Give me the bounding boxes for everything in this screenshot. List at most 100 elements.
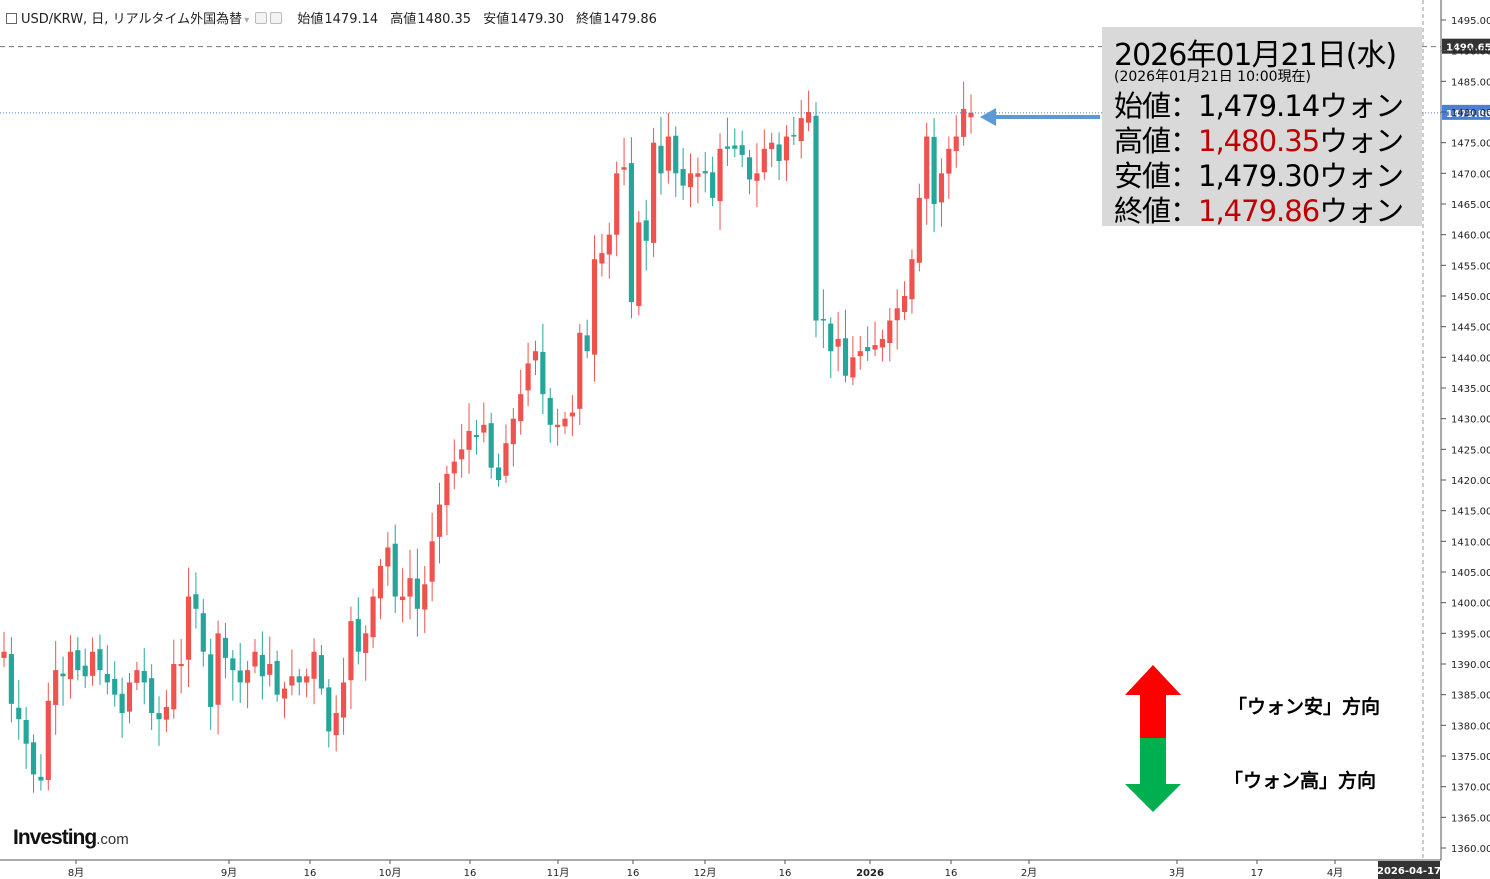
candle-body	[931, 136, 937, 204]
x-tick-label: 8月	[68, 867, 84, 879]
candle	[296, 668, 302, 696]
candle	[842, 309, 849, 383]
candle	[400, 568, 406, 623]
candle	[828, 317, 834, 378]
y-tick-label: 1375.00	[1451, 752, 1490, 763]
open-value: 1479.14	[324, 12, 379, 27]
candle-body	[894, 308, 900, 321]
investing-logo[interactable]: Investing.com	[13, 826, 129, 849]
candle	[363, 625, 369, 681]
candle-body	[222, 637, 229, 658]
info-close-row: 終値：1,479.86ウォン	[1114, 188, 1404, 230]
y-tick-label: 1385.00	[1451, 691, 1490, 702]
candle-body	[658, 145, 664, 174]
y-tick-label: 1485.00	[1451, 77, 1490, 88]
candle	[968, 94, 974, 134]
y-tick-label: 1410.00	[1451, 537, 1490, 548]
x-tick-label: 12月	[694, 867, 717, 879]
candle	[584, 319, 590, 359]
candle-body	[621, 167, 627, 170]
won-weak-label: 「ウォン安」方向	[1228, 696, 1381, 718]
candle	[673, 126, 679, 197]
candle	[215, 620, 221, 735]
candle-body	[82, 665, 88, 677]
candle-body	[370, 596, 376, 638]
candle	[813, 102, 819, 338]
candle-body	[916, 197, 922, 263]
candle	[909, 249, 915, 314]
candle-body	[857, 351, 863, 357]
candle-body	[185, 596, 192, 660]
candle-body	[104, 674, 110, 683]
candle	[230, 650, 236, 701]
candle-body	[909, 259, 915, 300]
x-tick-label: 17	[1251, 868, 1264, 879]
candle	[53, 640, 59, 735]
candle-body	[754, 173, 760, 181]
candle	[340, 657, 347, 735]
x-tick-label: 16	[627, 868, 640, 879]
y-tick-label: 1420.00	[1451, 476, 1490, 487]
candle-body	[961, 108, 967, 137]
candle-body	[8, 654, 14, 704]
info-unit: ウォン	[1319, 159, 1404, 193]
candle	[451, 439, 457, 490]
candle	[466, 403, 472, 474]
candle	[481, 402, 487, 443]
candle-body	[200, 613, 206, 652]
candle-body	[444, 473, 450, 506]
candle-body	[274, 660, 280, 695]
time-axis: 8月 9月 16 10月 16 11月 16 12月 16 2026 16 2月 3月 17 4月 2026-…	[0, 859, 1441, 879]
candle	[326, 679, 332, 748]
info-open-row: 始値：1,479.14ウォン	[1114, 83, 1404, 125]
candle	[717, 133, 723, 230]
info-unit: ウォン	[1319, 124, 1404, 158]
candle	[163, 690, 169, 733]
candle	[495, 453, 502, 487]
info-low-label: 安値：	[1114, 159, 1199, 193]
candle	[67, 635, 74, 699]
x-tick-label: 11月	[547, 867, 570, 879]
candle	[916, 183, 922, 272]
candle-body	[171, 664, 177, 710]
y-tick-label: 1425.00	[1451, 445, 1490, 456]
candle	[776, 132, 782, 181]
candle-body	[141, 670, 147, 683]
candle	[355, 597, 361, 665]
symbol-label[interactable]: USD/KRW, 日, リアルタイム外国為替	[21, 12, 243, 27]
collapse-icon[interactable]	[6, 13, 17, 24]
candle-body	[318, 655, 324, 689]
candle	[60, 656, 66, 706]
chevron-down-icon[interactable]: ▾	[244, 15, 250, 26]
close-value: 1479.86	[603, 12, 657, 27]
candle	[503, 424, 509, 483]
candle-body	[134, 670, 140, 683]
x-tick-label: 16	[779, 868, 792, 879]
x-tick-label: 10月	[379, 867, 402, 879]
candle	[783, 125, 790, 181]
candle-body	[340, 682, 347, 718]
candle	[104, 645, 110, 695]
y-tick-label: 1490.00	[1451, 47, 1490, 58]
candle-body	[724, 146, 730, 149]
candles-group	[1, 81, 974, 793]
price-axis: 1495.00 1490.00 1485.00 1480.00 1475.00 1470.…	[1440, 0, 1490, 860]
info-high-label: 高値：	[1114, 124, 1199, 158]
candle-body	[363, 633, 369, 654]
candle	[850, 336, 856, 386]
candle	[746, 149, 753, 195]
candle	[739, 130, 745, 168]
candle	[1, 631, 7, 667]
candle	[953, 115, 959, 168]
candle	[901, 281, 908, 321]
info-low-value: 1,479.30	[1198, 159, 1320, 193]
settings-icon[interactable]	[270, 12, 283, 24]
y-tick-label: 1460.00	[1451, 231, 1490, 242]
candle-body	[968, 112, 974, 118]
candle-body	[348, 621, 354, 681]
candle	[436, 482, 443, 564]
eye-icon[interactable]	[255, 12, 268, 24]
info-open-label: 始値：	[1114, 89, 1199, 123]
candle	[547, 387, 553, 443]
candle-body	[732, 145, 738, 149]
